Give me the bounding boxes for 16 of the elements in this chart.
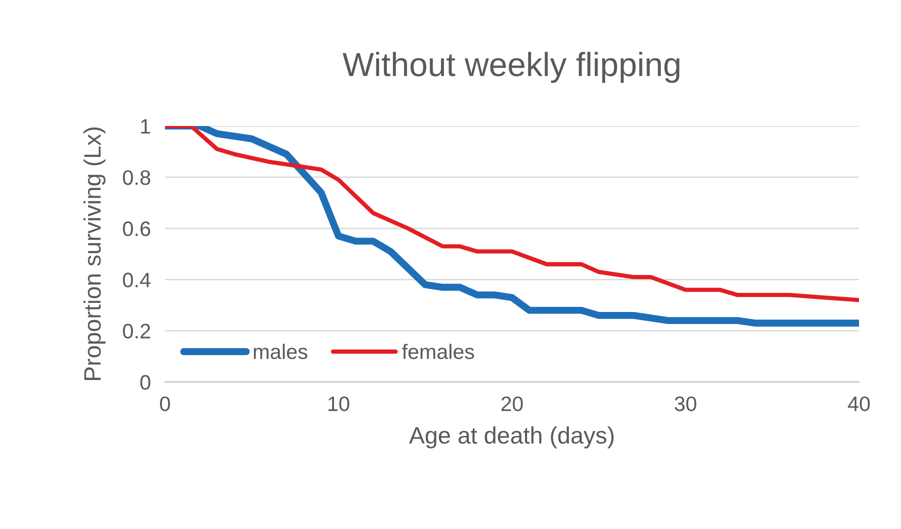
x-axis-title: Age at death (days)	[409, 426, 614, 448]
x-tick-label: 20	[501, 396, 523, 412]
y-tick-label: 0.2	[122, 324, 150, 339]
legend-label: males	[254, 344, 308, 360]
x-tick-label: 10	[328, 396, 350, 412]
y-tick-label: 1	[141, 119, 150, 134]
x-tick-label: 30	[674, 396, 696, 412]
y-axis-title: Proportion surviving (Lx)	[83, 128, 106, 380]
legend-label: females	[402, 344, 474, 360]
x-tick-label: 40	[848, 396, 870, 412]
x-tick-label: 0	[160, 396, 170, 412]
y-tick-label: 0.4	[122, 272, 151, 288]
y-tick-label: 0.6	[122, 221, 150, 236]
chart-title: Without weekly flipping	[342, 52, 680, 83]
y-tick-label: 0.8	[122, 170, 150, 185]
y-tick-label: 0	[140, 375, 150, 390]
